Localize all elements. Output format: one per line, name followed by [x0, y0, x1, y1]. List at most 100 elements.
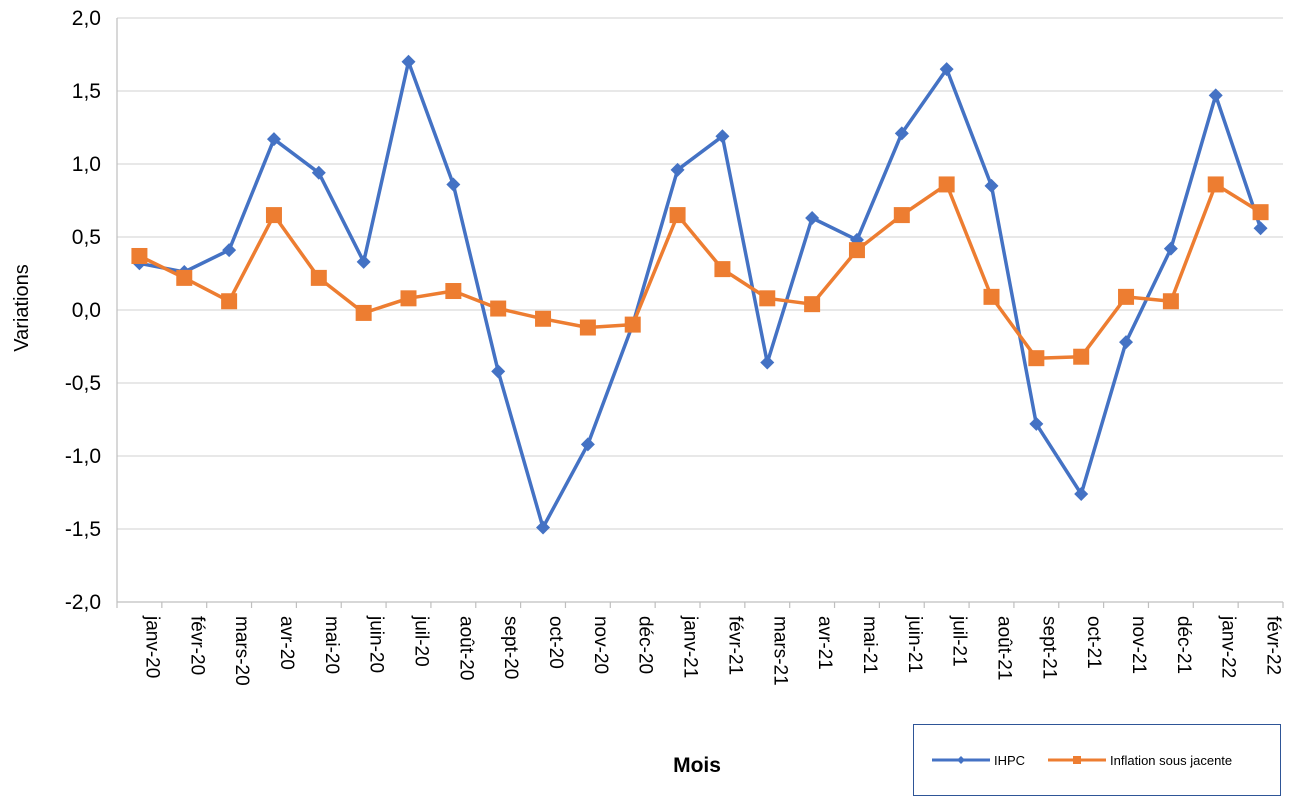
y-tick-label: -1,0 — [65, 445, 101, 468]
data-point — [939, 62, 954, 77]
data-point — [1207, 176, 1224, 193]
x-tick-label: oct-21 — [1083, 616, 1104, 669]
data-point — [1162, 293, 1179, 310]
data-point — [848, 242, 865, 259]
legend-swatch-ihpc — [932, 751, 990, 769]
x-tick-label: juil-20 — [411, 615, 432, 667]
data-point — [983, 288, 1000, 305]
data-point — [310, 269, 327, 286]
data-point — [624, 316, 641, 333]
data-point — [131, 247, 148, 264]
data-point — [266, 132, 281, 147]
x-tick-label: août-20 — [455, 616, 476, 680]
data-point — [356, 254, 371, 269]
data-point — [355, 304, 372, 321]
y-tick-label: 1,0 — [72, 153, 101, 176]
data-point — [535, 310, 552, 327]
x-tick-label: janv-20 — [141, 615, 162, 678]
data-point — [400, 290, 417, 307]
data-point — [265, 207, 282, 224]
data-point — [1119, 335, 1134, 350]
x-tick-label: févr-20 — [186, 616, 207, 675]
data-point — [490, 300, 507, 317]
data-point — [1163, 241, 1178, 256]
data-point — [1074, 486, 1089, 501]
legend-label-inflation: Inflation sous jacente — [1110, 752, 1233, 768]
x-tick-label: janv-22 — [1218, 615, 1239, 678]
x-tick-labels: janv-20 févr-20 mars-20 avr-20 mai-20 juin-20… — [141, 615, 1283, 686]
x-tick-label: avr-20 — [276, 616, 297, 670]
data-point — [805, 211, 820, 226]
data-point — [670, 162, 685, 177]
y-tick-label: -0,5 — [65, 372, 101, 395]
data-point — [221, 293, 238, 310]
data-point — [1029, 416, 1044, 431]
x-tick-label: févr-22 — [1263, 616, 1284, 675]
data-point — [759, 290, 776, 307]
x-tick-label: sept-21 — [1038, 616, 1059, 679]
legend-item-ihpc: IHPC — [932, 751, 1025, 769]
x-axis-title: Mois — [673, 754, 721, 777]
data-point — [1208, 88, 1223, 103]
x-tick-label: mars-20 — [231, 616, 252, 686]
x-tick-label: juil-21 — [949, 615, 970, 667]
x-tick-label: juin-21 — [904, 615, 925, 673]
data-point — [760, 355, 775, 370]
x-tick-label: mai-20 — [321, 616, 342, 674]
y-tick-label: -1,5 — [65, 518, 101, 541]
x-tick-label: avr-21 — [814, 616, 835, 670]
y-axis-title: Variations — [11, 264, 33, 351]
y-tick-label: 0,0 — [72, 299, 101, 322]
x-tick-label: mars-21 — [769, 616, 790, 686]
x-tick-label: févr-21 — [724, 616, 745, 675]
data-point — [401, 54, 416, 69]
legend-label-ihpc: IHPC — [994, 752, 1026, 768]
legend-item-inflation: Inflation sous jacente — [1048, 751, 1232, 769]
y-tick-label: 1,5 — [72, 80, 101, 103]
y-tick-label: 0,5 — [72, 226, 101, 249]
data-point — [579, 319, 596, 336]
data-point — [1253, 221, 1268, 236]
x-tick-label: août-21 — [994, 616, 1015, 680]
data-point — [536, 520, 551, 535]
data-point — [893, 207, 910, 224]
legend: IHPC Inflation sous jacente — [913, 724, 1281, 796]
data-point — [1073, 348, 1090, 365]
gridlines — [117, 17, 1283, 530]
data-point — [176, 269, 193, 286]
data-point — [491, 364, 506, 379]
series-line — [138, 182, 1262, 360]
data-point — [445, 283, 462, 300]
y-tick-label: 2,0 — [72, 7, 101, 30]
data-point — [894, 126, 909, 141]
data-point — [1028, 350, 1045, 367]
data-point — [669, 207, 686, 224]
y-tick-label: -2,0 — [65, 591, 101, 614]
x-tick-label: nov-21 — [1128, 616, 1149, 674]
data-point — [1118, 288, 1135, 305]
data-point — [715, 129, 730, 144]
x-tick-label: nov-20 — [590, 616, 611, 674]
x-tick-label: oct-20 — [545, 616, 566, 669]
y-tick-labels: 2,0 1,5 1,0 0,5 0,0 -0,5 -1,0 -1,5 -2,0 — [65, 7, 101, 614]
data-point — [714, 261, 731, 278]
data-point — [804, 296, 821, 313]
legend-swatch-inflation — [1048, 751, 1106, 769]
x-tick-label: mai-21 — [859, 616, 880, 674]
x-tick-label: déc-20 — [635, 616, 656, 674]
x-tick-label: sept-20 — [500, 616, 521, 679]
data-point — [938, 176, 955, 193]
series-inflation-sous-jacente — [131, 176, 1269, 367]
data-point — [311, 165, 326, 180]
x-tick-label: juin-20 — [366, 615, 387, 673]
data-point — [984, 178, 999, 193]
data-point — [1252, 204, 1269, 221]
series-ihpc — [132, 54, 1268, 535]
data-point — [580, 437, 595, 452]
data-point — [222, 243, 237, 258]
x-tick-label: janv-21 — [680, 615, 701, 678]
series-line — [139, 60, 1263, 530]
x-tick-label: déc-21 — [1173, 616, 1194, 674]
